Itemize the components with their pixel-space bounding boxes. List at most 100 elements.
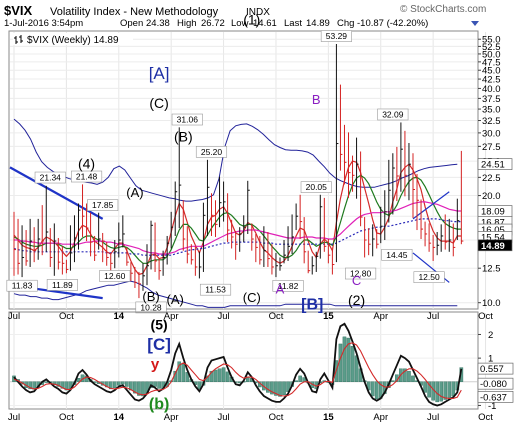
histogram-bar	[350, 346, 355, 382]
value-label-box	[87, 199, 119, 211]
histogram-bar	[451, 381, 456, 397]
wave-label: C	[352, 273, 361, 288]
datetime-label: 1-Jul-2016 3:54pm	[4, 18, 83, 29]
ma-mid-line	[13, 174, 462, 264]
histogram-bar	[443, 381, 448, 400]
value-label: 12.60	[104, 271, 126, 281]
x-tick-label: Jul	[427, 311, 439, 322]
watermark: © StockCharts.com	[400, 4, 486, 15]
value-label-box	[272, 280, 304, 292]
wave-label: (C)	[149, 95, 168, 111]
high-value: 26.72	[201, 18, 225, 29]
histogram-bar	[137, 381, 141, 396]
histogram-bar	[342, 336, 347, 382]
slow-line	[13, 342, 462, 399]
value-label-box	[195, 146, 228, 158]
price-plot: 21.34 21.48 17.85 11.83 11.89 12.60 10.28 31.06…	[6, 11, 464, 314]
value-label: 11.83	[12, 281, 33, 291]
x-tick-label: 14	[114, 412, 125, 423]
value-label: 17.85	[92, 200, 114, 210]
histogram-bar	[28, 381, 32, 390]
value-label-box	[71, 170, 103, 183]
momentum-tag-box	[477, 362, 514, 375]
x-tick-label: Oct	[59, 311, 74, 322]
value-label: 11.89	[52, 280, 73, 290]
value-label-box	[377, 108, 409, 121]
momentum-y-tick-label: 1	[488, 354, 493, 365]
histogram-bar	[177, 361, 182, 382]
lower-envelope-line	[13, 280, 458, 308]
value-label-box	[34, 171, 66, 184]
price-y-tick-label: 20.0	[482, 191, 501, 202]
histogram-bar	[447, 381, 452, 399]
wave-label: (1)	[243, 11, 260, 27]
wave-label: [B]	[301, 297, 323, 314]
wave-label: (C)	[243, 290, 261, 305]
histogram-bar	[125, 381, 129, 387]
momentum-tag-box	[477, 377, 514, 390]
price-tag: 24.51	[481, 160, 505, 171]
histogram-bar	[116, 381, 121, 386]
wave-label: [C]	[147, 335, 171, 354]
x-tick-label: Oct	[59, 412, 74, 423]
value-label: 11.53	[205, 285, 226, 295]
price-tag: 16.05	[481, 225, 505, 236]
x-tick-label: Jul	[8, 412, 20, 423]
histogram-bar	[439, 381, 443, 402]
price-y-tick-label: 27.5	[482, 142, 501, 153]
price-y-tick-label: 35.0	[482, 105, 501, 116]
price-y-tick-label: 55.0	[482, 35, 501, 46]
legend-main: $VIX (Weekly) 14.89	[27, 35, 119, 46]
histogram-bar	[370, 381, 375, 397]
histogram-bar	[112, 381, 117, 388]
open-label: Open	[120, 18, 143, 29]
momentum-axis: -1 1 2 0.557 -0.080 -0.637	[477, 330, 514, 412]
histogram-bar	[282, 381, 286, 396]
histogram-bar	[133, 381, 137, 394]
last-label: Last	[284, 18, 302, 29]
price-tag-box	[477, 239, 513, 252]
wave-label: y	[151, 356, 160, 373]
histogram-bar	[294, 380, 298, 382]
histogram-bar	[391, 380, 395, 382]
wave-label: [A]	[149, 64, 170, 83]
price-y-tick-label: 10.0	[482, 298, 501, 309]
momentum-y-tick-label: 2	[488, 330, 493, 341]
x-tick-label: Jul	[217, 311, 229, 322]
histogram-bar	[60, 381, 65, 389]
momentum-tag: -0.637	[480, 392, 507, 403]
value-label: 14.45	[386, 250, 408, 260]
value-label-box	[413, 271, 445, 284]
x-axis: Jul Jul Oct Oct 14 14 Apr Apr Jul Jul Oct Oct 15 15 Ap…	[8, 311, 493, 423]
x-tick-label: Apr	[164, 412, 179, 423]
open-value: 24.38	[146, 18, 170, 29]
bar-chart-icon	[14, 35, 23, 44]
value-label-box	[345, 267, 377, 280]
histogram-bar	[64, 381, 69, 391]
price-y-tick-label: 37.5	[482, 94, 501, 105]
histogram-bar	[266, 381, 270, 393]
x-tick-label: Apr	[373, 412, 388, 423]
x-tick-label: Jul	[217, 412, 229, 423]
price-y-tick-label: 22.5	[482, 173, 501, 184]
histogram-bar	[197, 381, 202, 390]
price-tag-box	[477, 158, 513, 170]
momentum-y-tick-label: -1	[488, 401, 496, 412]
histogram-bar	[346, 337, 351, 382]
dropdown-arrow-icon[interactable]	[471, 21, 479, 26]
wave-label: (5)	[151, 317, 168, 333]
price-y-tick-label: 30.0	[482, 128, 501, 139]
wave-label: (A)	[126, 185, 143, 200]
histogram-bar	[56, 381, 61, 387]
value-label: 32.09	[382, 109, 404, 119]
price-y-tick-label: 47.5	[482, 57, 501, 68]
histogram-bar	[44, 381, 49, 383]
exchange-label: INDX	[246, 7, 270, 18]
histogram-bar	[213, 369, 218, 382]
value-label: 10.28	[140, 302, 162, 312]
value-label-box	[135, 301, 167, 314]
value-label-box	[320, 30, 352, 42]
value-label: 21.48	[76, 172, 98, 182]
x-tick-label: 15	[323, 311, 334, 322]
histogram-bar	[411, 375, 415, 382]
